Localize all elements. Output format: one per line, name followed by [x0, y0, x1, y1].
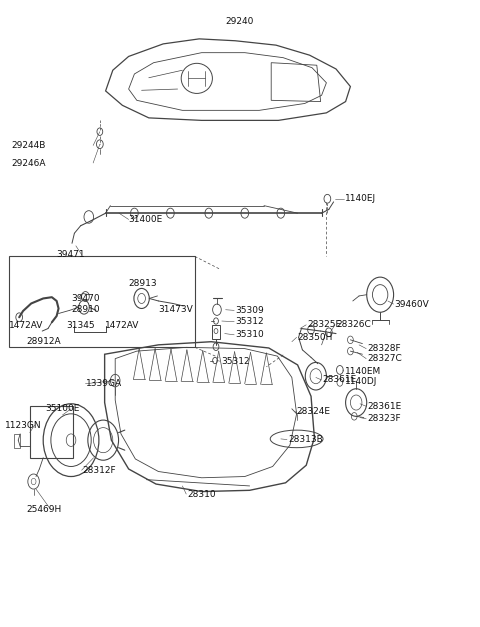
Text: 28361E: 28361E [323, 376, 357, 384]
Text: 35100E: 35100E [46, 404, 80, 413]
Text: 28326C: 28326C [336, 320, 371, 329]
Bar [212, 325, 220, 339]
Text: 28327C: 28327C [367, 354, 402, 363]
Text: 28325E: 28325E [307, 320, 341, 329]
Text: 31345: 31345 [66, 321, 95, 330]
Text: 28910: 28910 [71, 305, 100, 314]
Text: 35310: 35310 [235, 330, 264, 339]
Text: 1472AV: 1472AV [105, 321, 139, 330]
Text: 1339GA: 1339GA [86, 379, 122, 388]
Text: 1140EJ: 1140EJ [345, 194, 376, 203]
Text: 28324E: 28324E [297, 407, 331, 416]
Text: 28313B: 28313B [288, 435, 323, 444]
Text: 1140EM: 1140EM [345, 367, 381, 376]
Text: 31473V: 31473V [158, 305, 193, 314]
Text: 39471: 39471 [57, 250, 85, 259]
Text: 1472AV: 1472AV [9, 321, 43, 330]
Text: 35309: 35309 [235, 306, 264, 315]
Text: 28312F: 28312F [83, 466, 116, 475]
Text: 1123GN: 1123GN [5, 421, 41, 429]
Bar [30, 406, 73, 458]
Text: 28361E: 28361E [367, 402, 401, 411]
Text: 28328F: 28328F [367, 344, 401, 353]
Text: 28323F: 28323F [367, 414, 401, 423]
Text: 29244B: 29244B [11, 141, 46, 150]
Text: 35312: 35312 [235, 317, 264, 326]
Bar [9, 256, 195, 347]
Text: 35312: 35312 [221, 357, 250, 366]
Text: 28350H: 28350H [298, 333, 333, 342]
Text: 39470: 39470 [71, 294, 100, 303]
Text: 31400E: 31400E [129, 215, 163, 224]
Text: 29240: 29240 [226, 18, 254, 26]
Text: 39460V: 39460V [395, 300, 429, 308]
Text: 28913: 28913 [129, 279, 157, 288]
Text: 28912A: 28912A [26, 337, 60, 345]
Text: 1140DJ: 1140DJ [345, 377, 377, 386]
Text: 25469H: 25469H [26, 505, 61, 514]
Bar [14, 434, 20, 448]
Text: 29246A: 29246A [11, 159, 46, 167]
Text: 28310: 28310 [187, 490, 216, 498]
